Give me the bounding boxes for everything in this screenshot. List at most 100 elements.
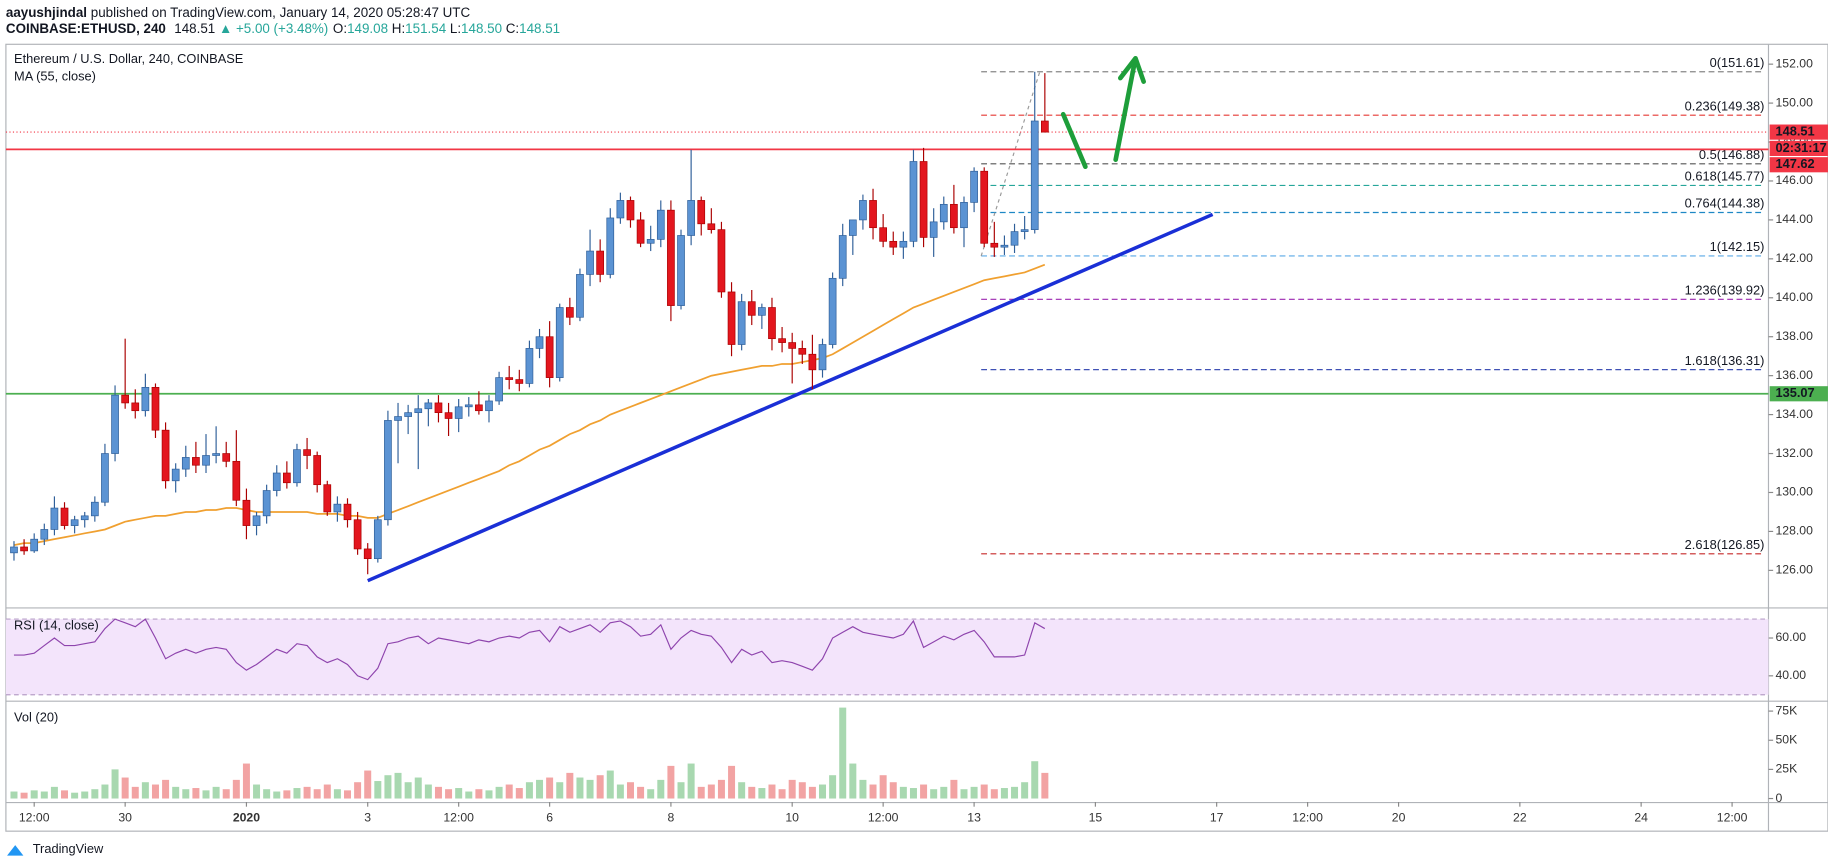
x-tick-label: 10 bbox=[785, 811, 799, 825]
candle-body bbox=[212, 453, 220, 456]
candle-body bbox=[788, 342, 797, 349]
y-tick-label: 130.00 bbox=[1775, 485, 1813, 499]
volume-bar bbox=[495, 786, 503, 799]
published: published on TradingView.com, January 14… bbox=[91, 4, 471, 19]
volume-bar bbox=[849, 763, 857, 799]
volume-bar bbox=[253, 784, 261, 799]
volume-tick-label: 0 bbox=[1775, 791, 1782, 805]
volume-bar bbox=[869, 784, 877, 799]
moving-average bbox=[13, 263, 1046, 546]
candle-body bbox=[161, 429, 170, 482]
candle-body bbox=[70, 519, 79, 526]
x-tick-label: 12:00 bbox=[868, 811, 899, 825]
volume-bar bbox=[505, 784, 513, 799]
volume-bar bbox=[455, 788, 463, 799]
x-tick-label: 2020 bbox=[233, 811, 260, 825]
volume-bar bbox=[475, 789, 483, 799]
volume-bar bbox=[899, 786, 907, 799]
volume-bar bbox=[212, 786, 220, 799]
fib-label: 1.618(136.31) bbox=[1685, 353, 1765, 368]
candle-body bbox=[616, 200, 625, 219]
candle-body bbox=[414, 408, 423, 414]
x-tick-label: 3 bbox=[364, 811, 371, 825]
candle-body bbox=[1030, 120, 1039, 230]
candle-body bbox=[960, 202, 968, 229]
fib-label: 1(142.15) bbox=[1710, 239, 1765, 254]
volume-bar bbox=[728, 765, 736, 799]
candle-body bbox=[677, 235, 685, 306]
candle-body bbox=[505, 377, 514, 380]
x-tick-label: 12:00 bbox=[1717, 811, 1748, 825]
volume-bar bbox=[323, 784, 331, 799]
candle-body bbox=[272, 472, 281, 491]
candle-body bbox=[565, 307, 574, 318]
volume-bar bbox=[1000, 788, 1008, 799]
volume-bar bbox=[960, 789, 968, 799]
y-tick-label: 144.00 bbox=[1775, 212, 1813, 226]
rsi-line bbox=[13, 618, 1046, 681]
volume-bar bbox=[333, 789, 341, 799]
candle-body bbox=[656, 209, 665, 240]
symbol-line: COINBASE:ETHUSD, 240 148.51 ▲ +5.00 (+3.… bbox=[6, 21, 560, 36]
volume-bar bbox=[950, 779, 958, 799]
candle-body bbox=[727, 291, 736, 345]
x-tick-label: 8 bbox=[668, 811, 675, 825]
candle-body bbox=[717, 229, 726, 293]
volume-bar bbox=[990, 789, 998, 799]
candle-body bbox=[303, 449, 311, 456]
volume-bar bbox=[434, 786, 442, 799]
candle-body bbox=[141, 386, 150, 412]
candle-body bbox=[697, 200, 706, 225]
x-tick-label: 12:00 bbox=[19, 811, 50, 825]
candle-body bbox=[919, 161, 928, 238]
volume-bar bbox=[232, 779, 240, 799]
volume-bar bbox=[394, 772, 402, 799]
x-tick-label: 20 bbox=[1392, 811, 1406, 825]
volume-bar bbox=[30, 790, 38, 799]
volume-bar bbox=[667, 765, 675, 799]
volume-bar bbox=[293, 788, 301, 799]
logo bbox=[7, 845, 24, 856]
change: ▲ +5.00 (+3.48%) bbox=[219, 21, 328, 36]
volume-bar bbox=[354, 782, 362, 799]
volume-bar bbox=[778, 789, 786, 799]
level-box bbox=[1769, 386, 1828, 402]
candle-body bbox=[40, 529, 49, 540]
l-val: 148.50 bbox=[461, 21, 502, 36]
volume-bar bbox=[151, 784, 159, 799]
volume-bar bbox=[283, 790, 291, 799]
countdown-text: 02:31:17 bbox=[1775, 140, 1826, 155]
fib-anchor bbox=[980, 71, 1041, 257]
volume-bar bbox=[758, 788, 766, 799]
candle-body bbox=[1041, 120, 1049, 133]
volume-bar bbox=[940, 786, 948, 799]
volume-bar bbox=[879, 775, 887, 799]
candle-body bbox=[889, 240, 898, 248]
candle-body bbox=[222, 453, 231, 462]
volume-bar bbox=[20, 792, 28, 799]
fib-label: 1.236(139.92) bbox=[1685, 283, 1765, 298]
volume-bar bbox=[859, 779, 867, 799]
volume-bar bbox=[647, 789, 655, 799]
volume-bar bbox=[1021, 782, 1029, 799]
volume-bar bbox=[525, 782, 533, 799]
volume-bar bbox=[364, 770, 372, 799]
volume-bar bbox=[738, 782, 746, 799]
candle-body bbox=[818, 344, 827, 371]
volume-bar bbox=[788, 779, 796, 799]
candle-body bbox=[434, 402, 443, 414]
candle-body bbox=[464, 404, 473, 408]
candle-body bbox=[687, 200, 695, 236]
author: aayushjindal bbox=[6, 4, 87, 19]
chart-title: Ethereum / U.S. Dollar, 240, COINBASE bbox=[14, 51, 243, 66]
c-val: 148.51 bbox=[519, 21, 560, 36]
rsi-tick-label: 40.00 bbox=[1775, 668, 1806, 682]
volume-bar bbox=[10, 791, 18, 799]
volume-bar bbox=[829, 775, 837, 799]
volume-bar bbox=[404, 782, 412, 799]
candle-body bbox=[899, 240, 908, 248]
volume-bar bbox=[596, 775, 604, 799]
volume-bar bbox=[687, 763, 695, 799]
candle-body bbox=[262, 490, 271, 517]
candle-body bbox=[232, 460, 241, 501]
